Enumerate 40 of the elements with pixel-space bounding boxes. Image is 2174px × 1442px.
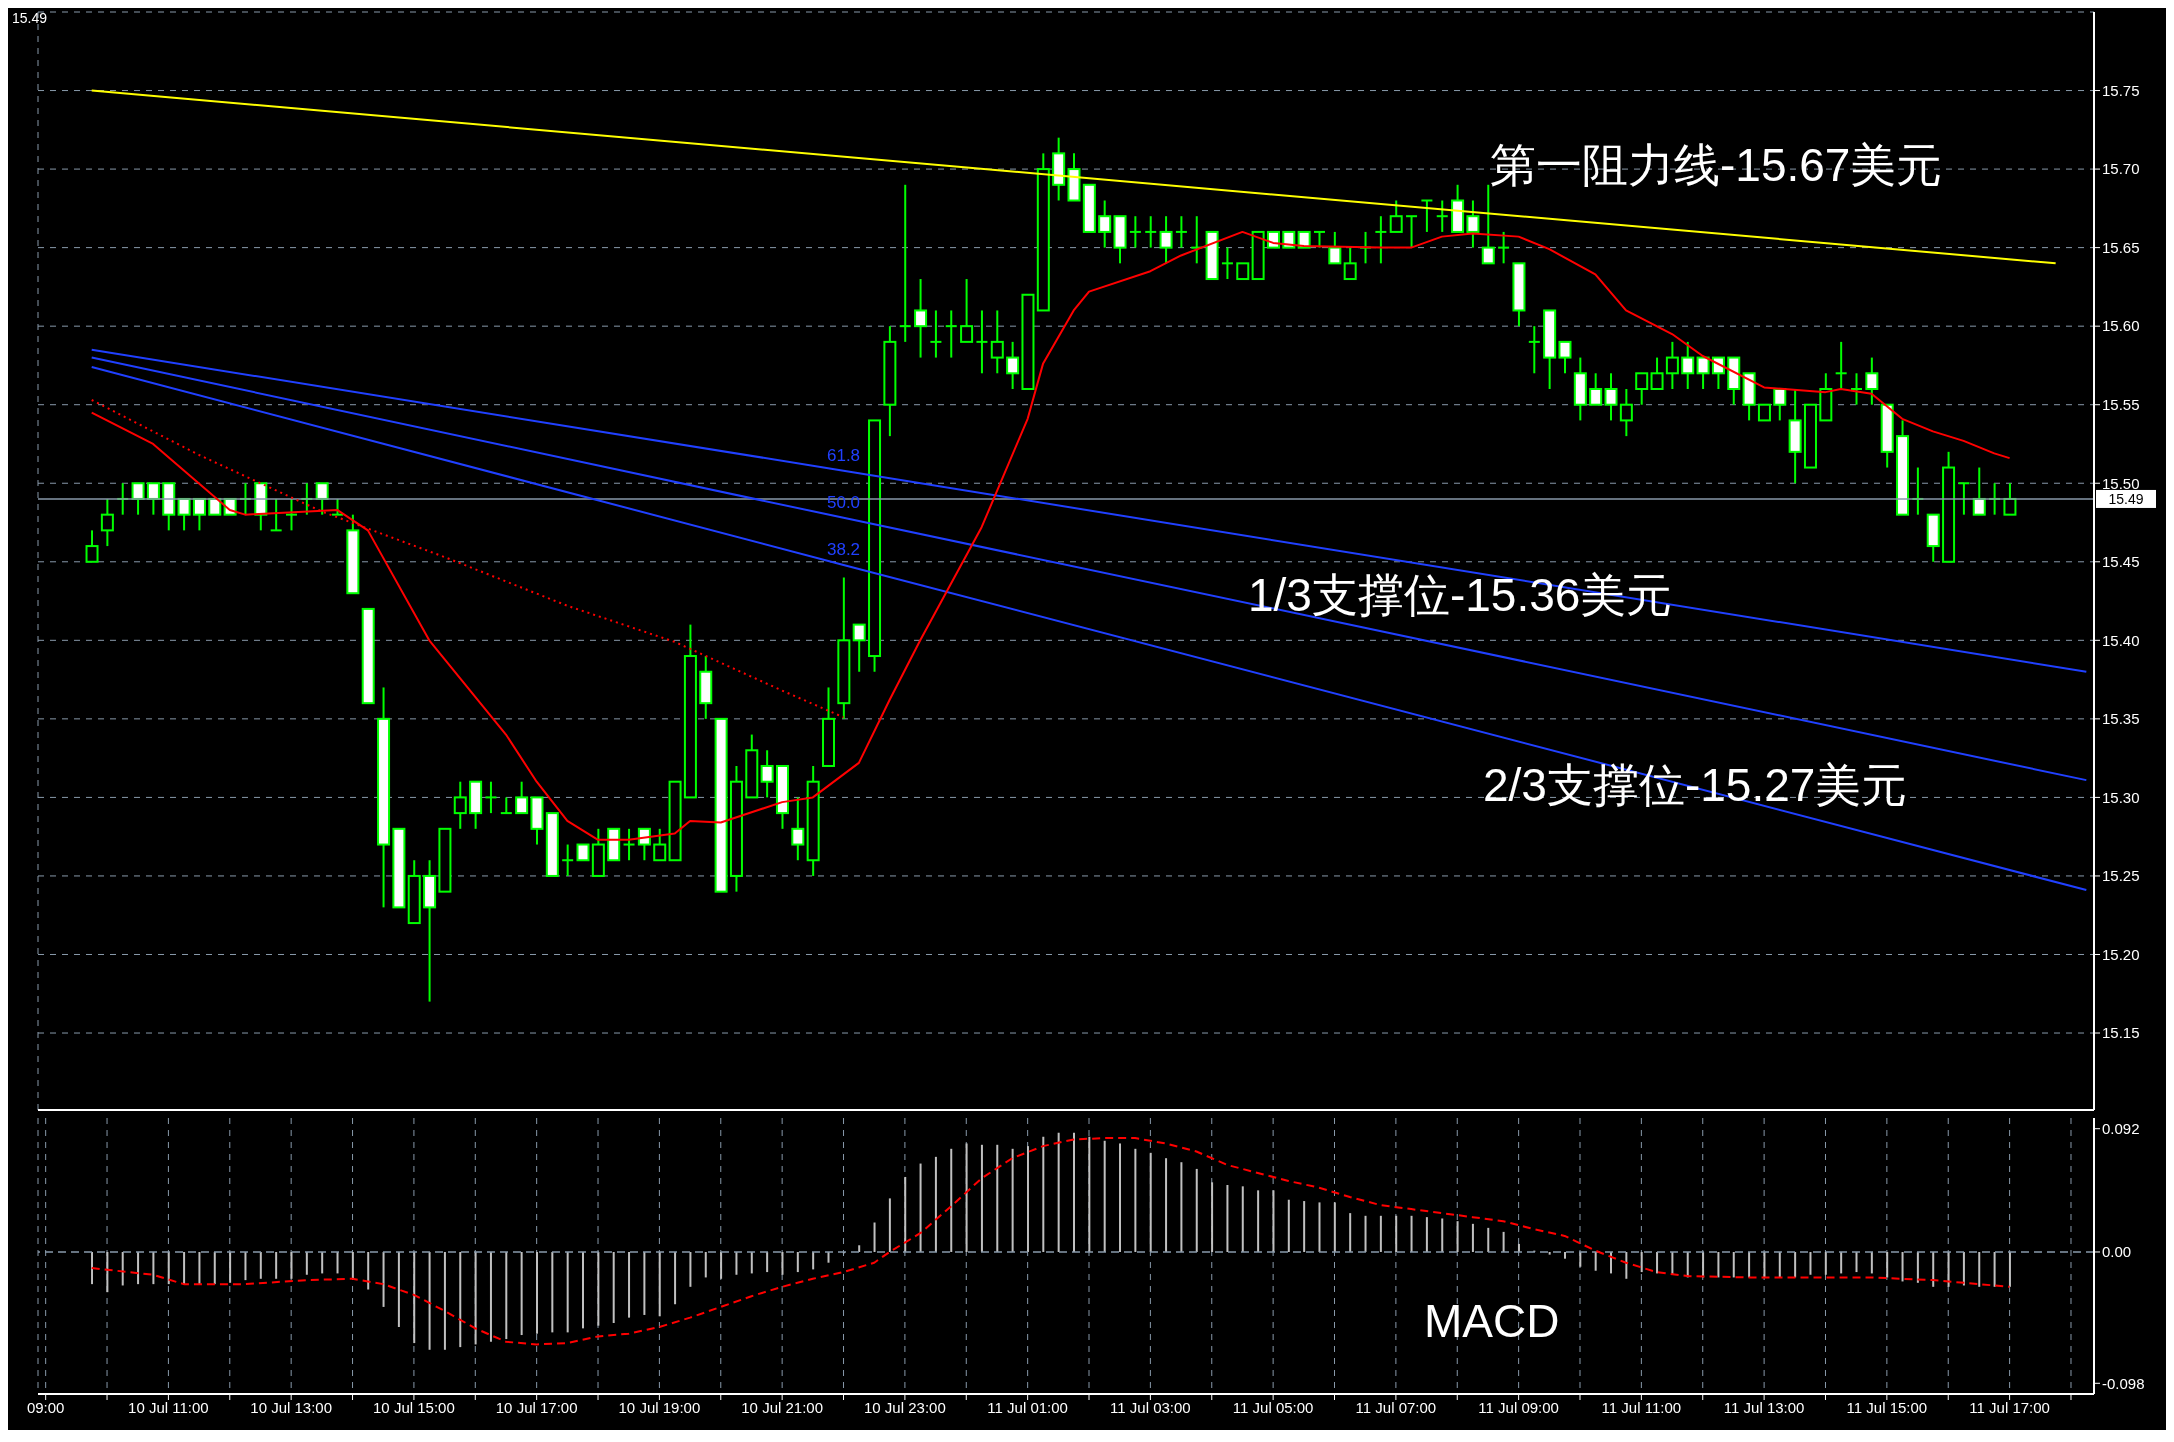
x-tick-label: 10 Jul 23:00: [864, 1398, 946, 1416]
annotation: MACD: [1424, 1294, 1560, 1349]
x-tick-label: 11 Jul 11:00: [1601, 1398, 1682, 1416]
annotation: 第一阻力线-15.67美元: [1490, 138, 1943, 193]
y-tick-label: 15.25: [2102, 867, 2140, 885]
y-tick-label: 15.30: [2102, 788, 2140, 806]
x-tick-label: 11 Jul 13:00: [1723, 1398, 1805, 1416]
y-tick-label: 15.60: [2102, 317, 2140, 335]
x-tick-label: 09:00: [26, 1398, 65, 1416]
annotation: 15.49: [12, 10, 48, 27]
ref-line-label: 15.49: [2108, 490, 2144, 507]
series-label: 50.0: [826, 492, 861, 512]
x-tick-label: 10 Jul 13:00: [250, 1398, 333, 1416]
x-tick-label: 11 Jul 15:00: [1846, 1398, 1928, 1416]
x-tick-label: 11 Jul 03:00: [1110, 1398, 1191, 1416]
y-tick-label: 0.00: [2102, 1243, 2132, 1261]
x-tick-label: 11 Jul 09:00: [1478, 1398, 1559, 1416]
x-tick-label: 11 Jul 01:00: [987, 1398, 1068, 1416]
x-tick-label: 11 Jul 07:00: [1355, 1398, 1437, 1416]
y-tick-label: 15.70: [2102, 160, 2140, 178]
x-tick-label: 11 Jul 05:00: [1232, 1398, 1314, 1416]
y-tick-label: 15.55: [2102, 396, 2140, 414]
x-tick-label: 10 Jul 21:00: [741, 1398, 824, 1416]
y-tick-label: 15.15: [2102, 1024, 2140, 1042]
x-tick-label: 10 Jul 19:00: [618, 1398, 701, 1416]
y-tick-label: 15.75: [2102, 81, 2140, 99]
y-tick-label: 15.35: [2102, 710, 2140, 728]
y-tick-label: 15.40: [2102, 631, 2140, 649]
y-tick-label: -0.098: [2102, 1374, 2145, 1392]
x-tick-label: 10 Jul 15:00: [373, 1398, 455, 1416]
series-label: 38.2: [826, 539, 861, 559]
y-tick-label: 15.20: [2102, 945, 2140, 963]
y-tick-label: 15.65: [2102, 238, 2140, 256]
y-tick-label: 15.50: [2102, 474, 2140, 492]
x-tick-label: 11 Jul 17:00: [1969, 1398, 2050, 1416]
x-tick-label: 10 Jul 11:00: [128, 1398, 209, 1416]
series-label: 61.8: [826, 445, 861, 465]
y-tick-label: 15.45: [2102, 553, 2140, 571]
y-tick-label: 0.092: [2102, 1120, 2140, 1138]
x-tick-label: 10 Jul 17:00: [495, 1398, 578, 1416]
